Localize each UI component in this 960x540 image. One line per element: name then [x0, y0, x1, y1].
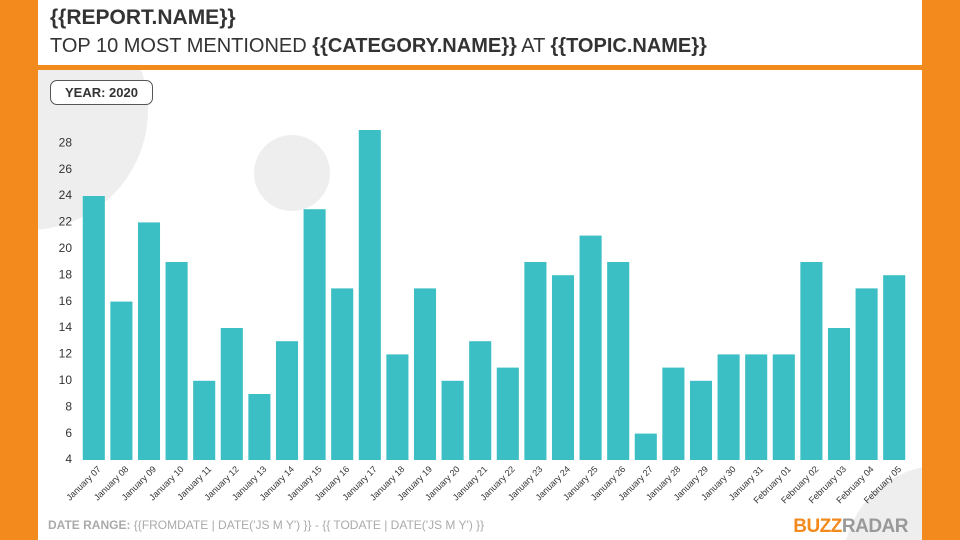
y-tick-label: 26 [59, 162, 73, 176]
bar [662, 367, 685, 460]
bar [772, 354, 795, 460]
bar [607, 262, 630, 460]
bar [331, 288, 354, 460]
bar [441, 380, 464, 460]
header: {{REPORT.NAME}} TOP 10 MOST MENTIONED {{… [38, 0, 922, 70]
bar [358, 130, 381, 460]
bar [883, 275, 906, 460]
decor-circle [254, 135, 330, 211]
logo: BUZZRADAR [793, 516, 908, 538]
decor-circle [846, 467, 922, 540]
subtitle-part: TOP 10 MOST MENTIONED [50, 35, 313, 57]
bar [524, 262, 547, 460]
bar [82, 196, 105, 460]
bar [827, 328, 851, 460]
bar [165, 262, 188, 460]
footer-text: {{FROMDATE | DATE('JS M Y') }} - {{ TODA… [133, 518, 485, 532]
bar [193, 380, 216, 460]
bar [137, 222, 161, 460]
bar [800, 262, 823, 460]
subtitle-part: {{CATEGORY.NAME}} [312, 35, 517, 57]
bar [551, 275, 575, 460]
bar [689, 380, 713, 460]
bar [634, 433, 657, 460]
bar [110, 301, 133, 460]
bar [496, 367, 519, 460]
y-tick-label: 12 [59, 347, 73, 361]
y-tick-label: 20 [59, 241, 73, 255]
bar [745, 354, 768, 460]
y-tick-label: 6 [65, 426, 72, 440]
bar [248, 394, 271, 460]
subtitle-part: AT [516, 35, 551, 57]
y-tick-label: 24 [59, 188, 73, 202]
bar [413, 288, 437, 460]
y-tick-label: 18 [59, 267, 73, 281]
y-tick-label: 4 [65, 452, 72, 466]
logo-part: RADAR [841, 516, 909, 537]
footer: DATE RANGE: {{FROMDATE | DATE('JS M Y') … [48, 518, 484, 532]
y-tick-label: 16 [59, 294, 73, 308]
logo-part: BUZZ [793, 516, 842, 537]
y-tick-label: 22 [59, 215, 73, 229]
bar [855, 288, 878, 460]
bar [220, 328, 243, 460]
bar [386, 354, 409, 460]
bar [717, 354, 740, 460]
footer-label: DATE RANGE: [48, 518, 131, 532]
subtitle: TOP 10 MOST MENTIONED {{CATEGORY.NAME}} … [50, 35, 707, 58]
bar [579, 235, 602, 460]
bar [303, 209, 326, 460]
y-tick-label: 14 [59, 320, 73, 334]
bar [469, 341, 492, 460]
y-tick-label: 8 [65, 399, 72, 413]
subtitle-part: {{TOPIC.NAME}} [550, 35, 707, 57]
y-tick-label: 10 [59, 373, 73, 387]
year-badge: YEAR: 2020 [50, 80, 153, 105]
report-title: {{REPORT.NAME}} [50, 6, 236, 29]
bar [275, 341, 299, 460]
panel: 4 6 8 10 12 14 16 18 20 22 24 26 28 January 07 January… [38, 0, 922, 540]
y-tick-label: 28 [59, 135, 73, 149]
